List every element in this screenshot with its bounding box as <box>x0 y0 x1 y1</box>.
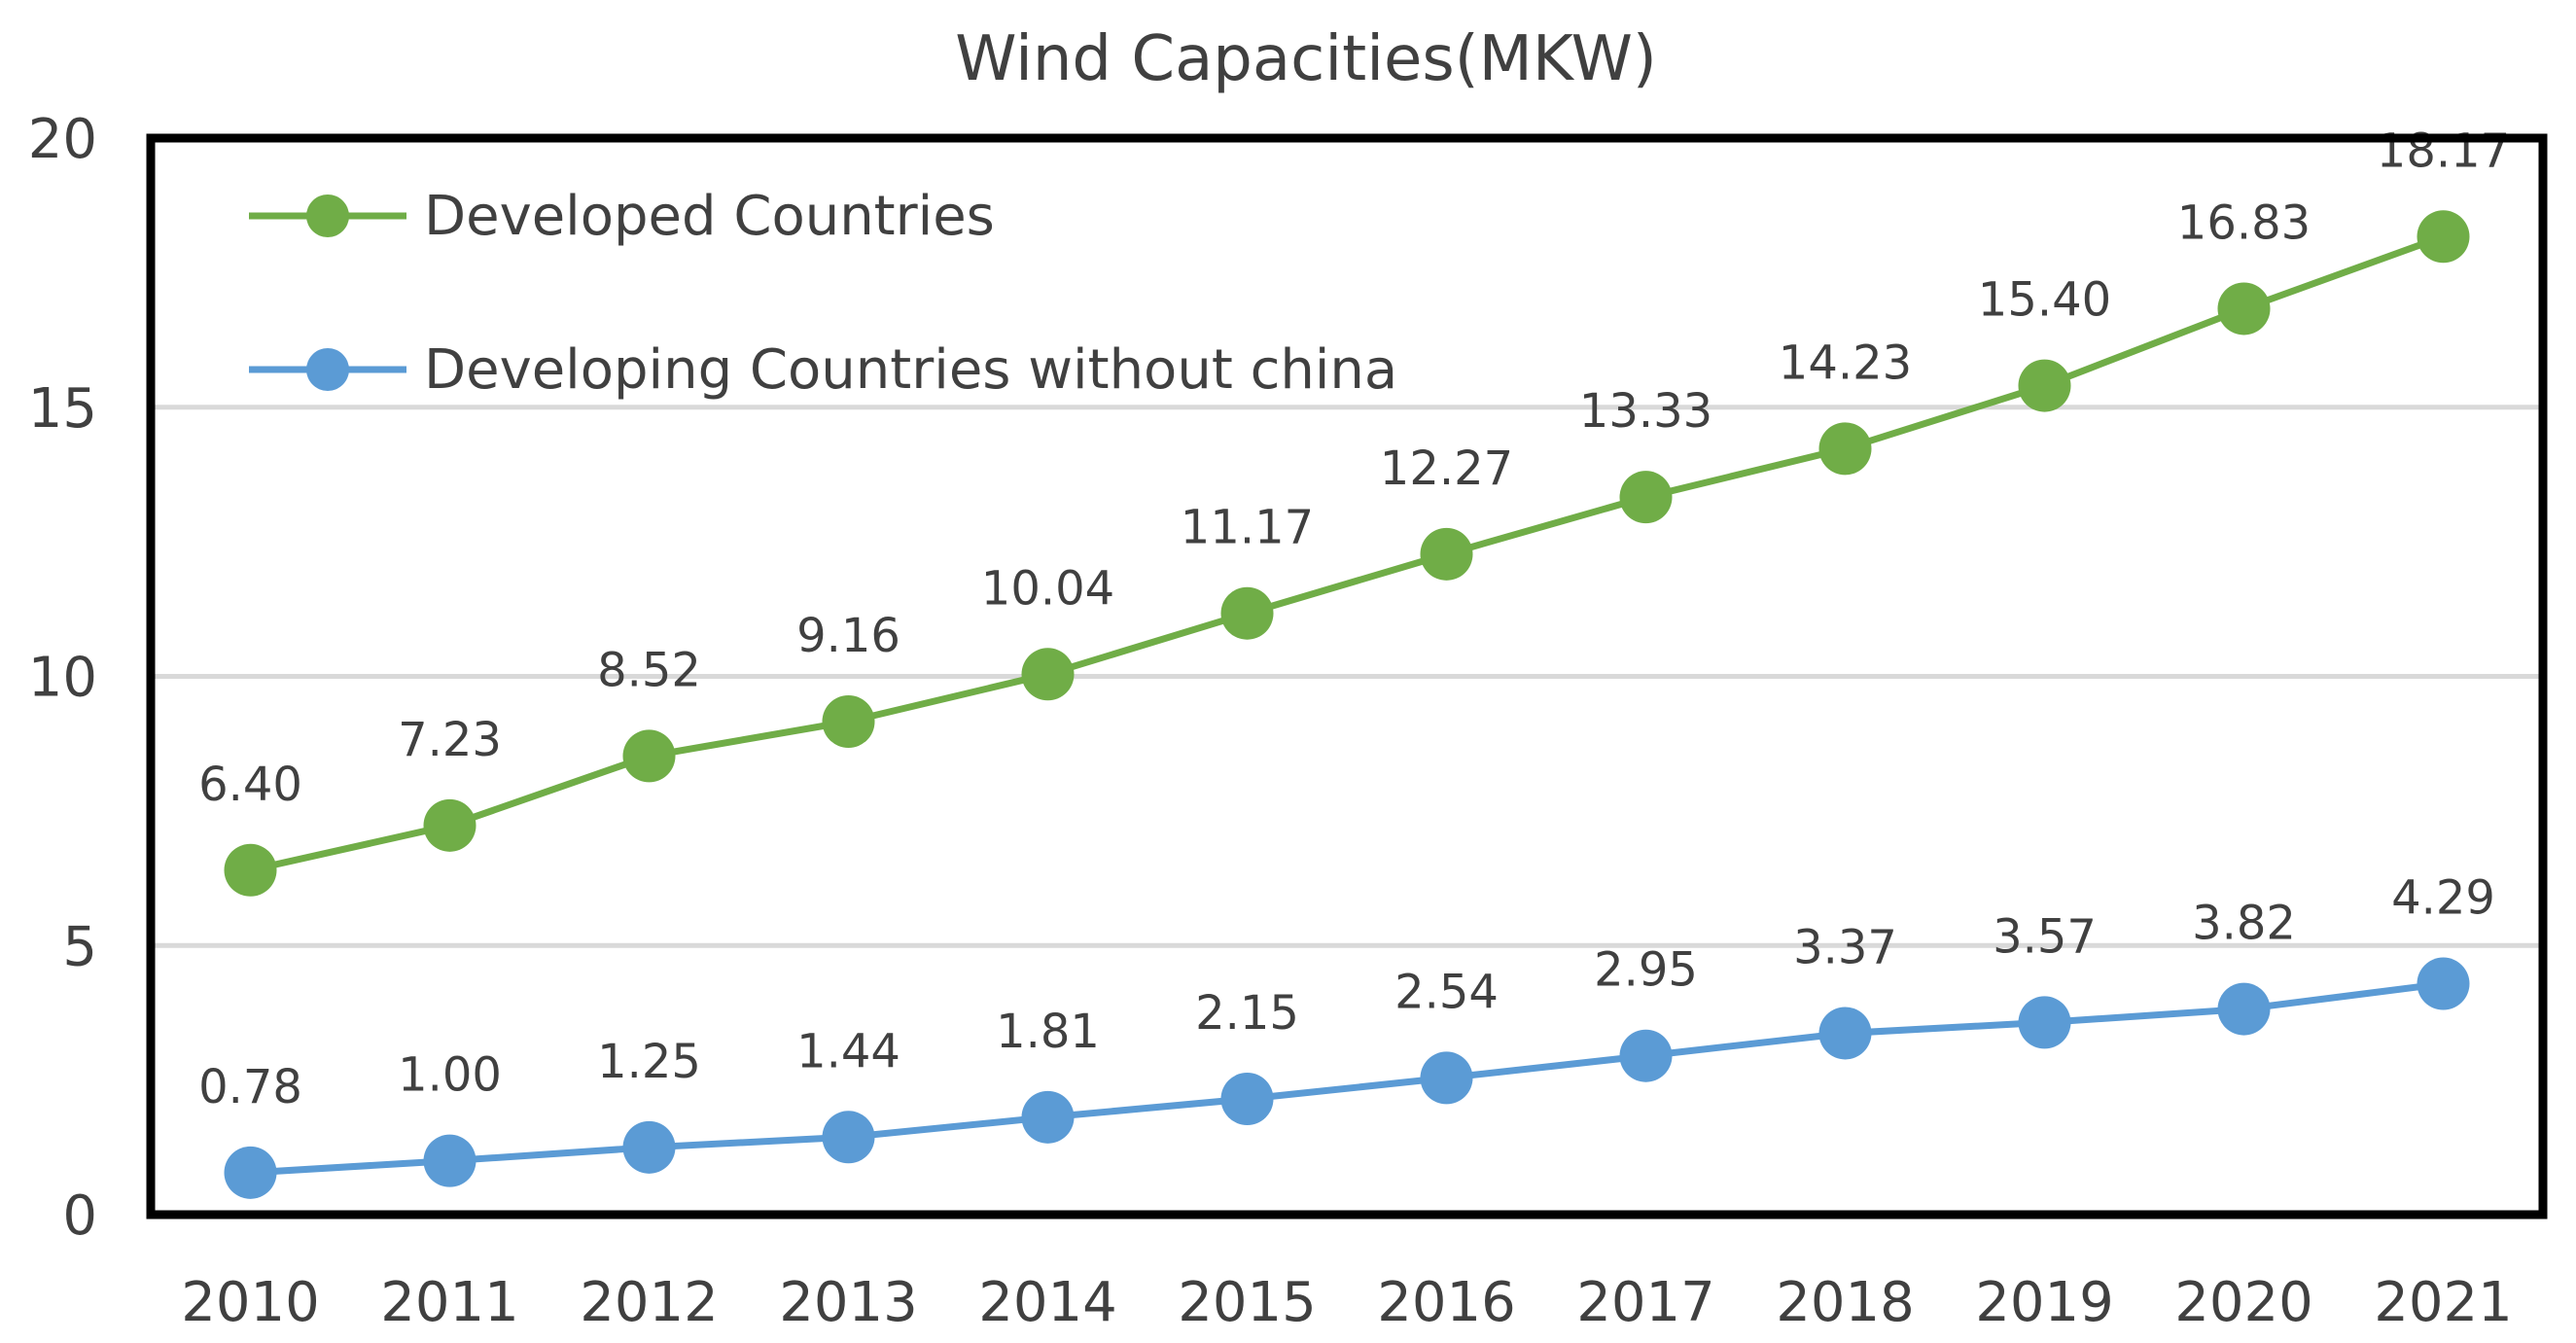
data-point <box>622 1120 676 1174</box>
data-label: 14.23 <box>1779 336 1912 390</box>
data-label: 13.33 <box>1579 384 1712 439</box>
x-tick-label: 2010 <box>181 1271 320 1334</box>
data-point <box>2018 996 2071 1049</box>
y-tick-label: 5 <box>62 915 97 978</box>
data-point <box>224 843 277 897</box>
data-point <box>1420 1051 1473 1105</box>
data-label: 11.17 <box>1181 501 1314 555</box>
data-point <box>1619 1029 1673 1082</box>
data-label: 1.25 <box>597 1035 701 1089</box>
data-point <box>2217 282 2271 336</box>
legend-item-developing: Developing Countries without china <box>249 338 1397 402</box>
data-point <box>1220 586 1274 640</box>
data-point <box>622 729 676 783</box>
data-label: 3.37 <box>1793 920 1897 974</box>
data-point <box>822 694 875 748</box>
data-point <box>1021 648 1075 701</box>
legend-item-developed: Developed Countries <box>249 185 995 248</box>
x-tick-label: 2016 <box>1377 1271 1516 1334</box>
data-label: 1.00 <box>398 1048 502 1103</box>
y-tick-label: 10 <box>28 647 97 710</box>
data-point <box>423 798 476 852</box>
data-label: 16.83 <box>2177 195 2311 250</box>
data-point <box>1619 471 1673 524</box>
x-tick-label: 2014 <box>978 1271 1117 1334</box>
x-tick-label: 2012 <box>580 1271 719 1334</box>
series-line <box>250 980 2444 1177</box>
data-labels: 6.40 7.23 8.52 9.16 10.04 11.17 12.27 13.33 14.2… <box>198 124 2510 1114</box>
x-tick-label: 2020 <box>2174 1271 2313 1334</box>
data-label: 1.81 <box>996 1005 1100 1059</box>
y-tick-label: 15 <box>28 377 97 441</box>
data-point <box>1420 527 1473 581</box>
data-point <box>822 1111 875 1164</box>
data-label: 3.82 <box>2192 897 2296 951</box>
data-label: 2.95 <box>1594 943 1698 998</box>
data-label: 9.16 <box>796 609 900 663</box>
data-label: 4.29 <box>2391 871 2495 926</box>
x-tick-label: 2018 <box>1776 1271 1915 1334</box>
x-axis-ticks: 2010 2011 2012 2013 2014 2015 2016 2017 2018 2019… <box>181 1271 2513 1334</box>
data-label: 7.23 <box>398 713 502 767</box>
gridlines <box>151 405 2543 948</box>
legend-swatch-marker <box>306 348 349 391</box>
data-point <box>2417 957 2470 1010</box>
y-axis-ticks: 0 5 10 15 20 <box>28 108 97 1248</box>
data-label: 8.52 <box>597 643 701 697</box>
data-point <box>1021 1090 1075 1144</box>
data-label: 15.40 <box>1978 273 2111 328</box>
y-tick-label: 0 <box>62 1184 97 1248</box>
data-point <box>1220 1072 1274 1125</box>
data-point <box>2217 982 2271 1036</box>
data-label: 2.54 <box>1394 965 1499 1019</box>
data-label: 6.40 <box>198 758 302 812</box>
legend: Developed Countries Developing Countries… <box>249 185 1397 402</box>
data-label: 12.27 <box>1380 442 1513 496</box>
data-point <box>1818 1007 1872 1060</box>
data-label: 0.78 <box>198 1060 302 1114</box>
series-developed <box>224 210 2470 897</box>
data-point <box>423 1134 476 1187</box>
data-point <box>224 1146 277 1199</box>
chart-title: Wind Capacities(MKW) <box>955 23 1657 95</box>
legend-swatch-marker <box>306 194 349 237</box>
data-label: 2.15 <box>1195 986 1299 1041</box>
x-tick-label: 2021 <box>2374 1271 2513 1334</box>
x-tick-label: 2017 <box>1576 1271 1715 1334</box>
data-label: 3.57 <box>1993 909 2097 964</box>
plot-frame <box>146 133 2548 1219</box>
series-developing <box>224 957 2470 1199</box>
y-tick-label: 20 <box>28 108 97 171</box>
x-tick-label: 2011 <box>380 1271 519 1334</box>
data-label: 10.04 <box>981 561 1114 616</box>
x-tick-label: 2019 <box>1975 1271 2114 1334</box>
x-tick-label: 2013 <box>779 1271 918 1334</box>
series-layer <box>224 210 2470 1199</box>
data-label: 1.44 <box>796 1024 900 1078</box>
data-point <box>2417 210 2470 264</box>
legend-label: Developing Countries without china <box>424 338 1397 402</box>
x-tick-label: 2015 <box>1178 1271 1317 1334</box>
data-label: 18.17 <box>2377 124 2510 178</box>
legend-label: Developed Countries <box>424 185 995 248</box>
data-point <box>1818 422 1872 476</box>
data-point <box>2018 359 2071 412</box>
series-line <box>249 232 2445 874</box>
